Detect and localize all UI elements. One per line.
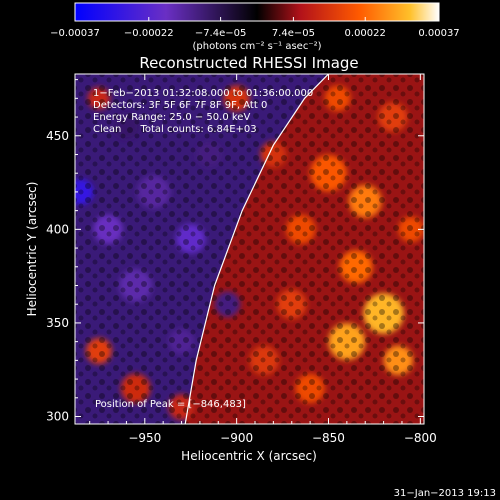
x-tick-label: −850: [312, 431, 345, 445]
colorbar-unit-label: (photons cm⁻² s⁻¹ asec⁻²): [192, 41, 321, 52]
solar-limb-curve: [184, 74, 329, 424]
x-tick-label: −950: [128, 431, 161, 445]
y-axis-label: Heliocentric Y (arcsec): [25, 182, 39, 317]
colorbar-tick-label: −7.4e−05: [195, 28, 247, 39]
colorbar-tick-label: 0.00022: [345, 28, 386, 39]
x-tick-label: −900: [220, 431, 253, 445]
colorbar-tick-label: 0.00037: [418, 28, 459, 39]
colorbar-tick-label: −0.00022: [124, 28, 174, 39]
x-axis-label: Heliocentric X (arcsec): [181, 449, 317, 463]
y-tick-label: 400: [46, 222, 69, 236]
annotation-energy: Energy Range: 25.0 − 50.0 keV: [93, 112, 250, 123]
y-tick-label: 300: [46, 410, 69, 424]
info-annotations: 1−Feb−2013 01:32:08.000 to 01:36:00.000 …: [93, 88, 313, 135]
colorbar-tick-label: 7.4e−05: [272, 28, 315, 39]
annotation-clean: Clean Total counts: 6.84E+03: [93, 124, 257, 135]
y-tick-label: 350: [46, 316, 69, 330]
annotation-detectors: Detectors: 3F 5F 6F 7F 8F 9F, Att 0: [93, 100, 267, 111]
y-tick-label: 450: [46, 129, 69, 143]
plot-frame: [74, 73, 425, 425]
colorbar: [74, 2, 440, 22]
annotation-time: 1−Feb−2013 01:32:08.000 to 01:36:00.000: [93, 88, 313, 99]
plot-timestamp: 31−Jan−2013 19:13: [394, 488, 496, 499]
axis-ticks: −950 −900 −850 −800 300 350 400 450: [46, 74, 437, 445]
chart-title: Reconstructed RHESSI Image: [139, 54, 358, 72]
peak-position-label: Position of Peak = [−846,483]: [95, 399, 246, 410]
colorbar-tick-label: −0.00037: [50, 28, 100, 39]
colorbar-ticks: −0.00037 −0.00022 −7.4e−05 7.4e−05 0.00022 0.…: [50, 17, 460, 39]
x-tick-label: −800: [404, 431, 437, 445]
heatmap-image: [75, 74, 424, 424]
